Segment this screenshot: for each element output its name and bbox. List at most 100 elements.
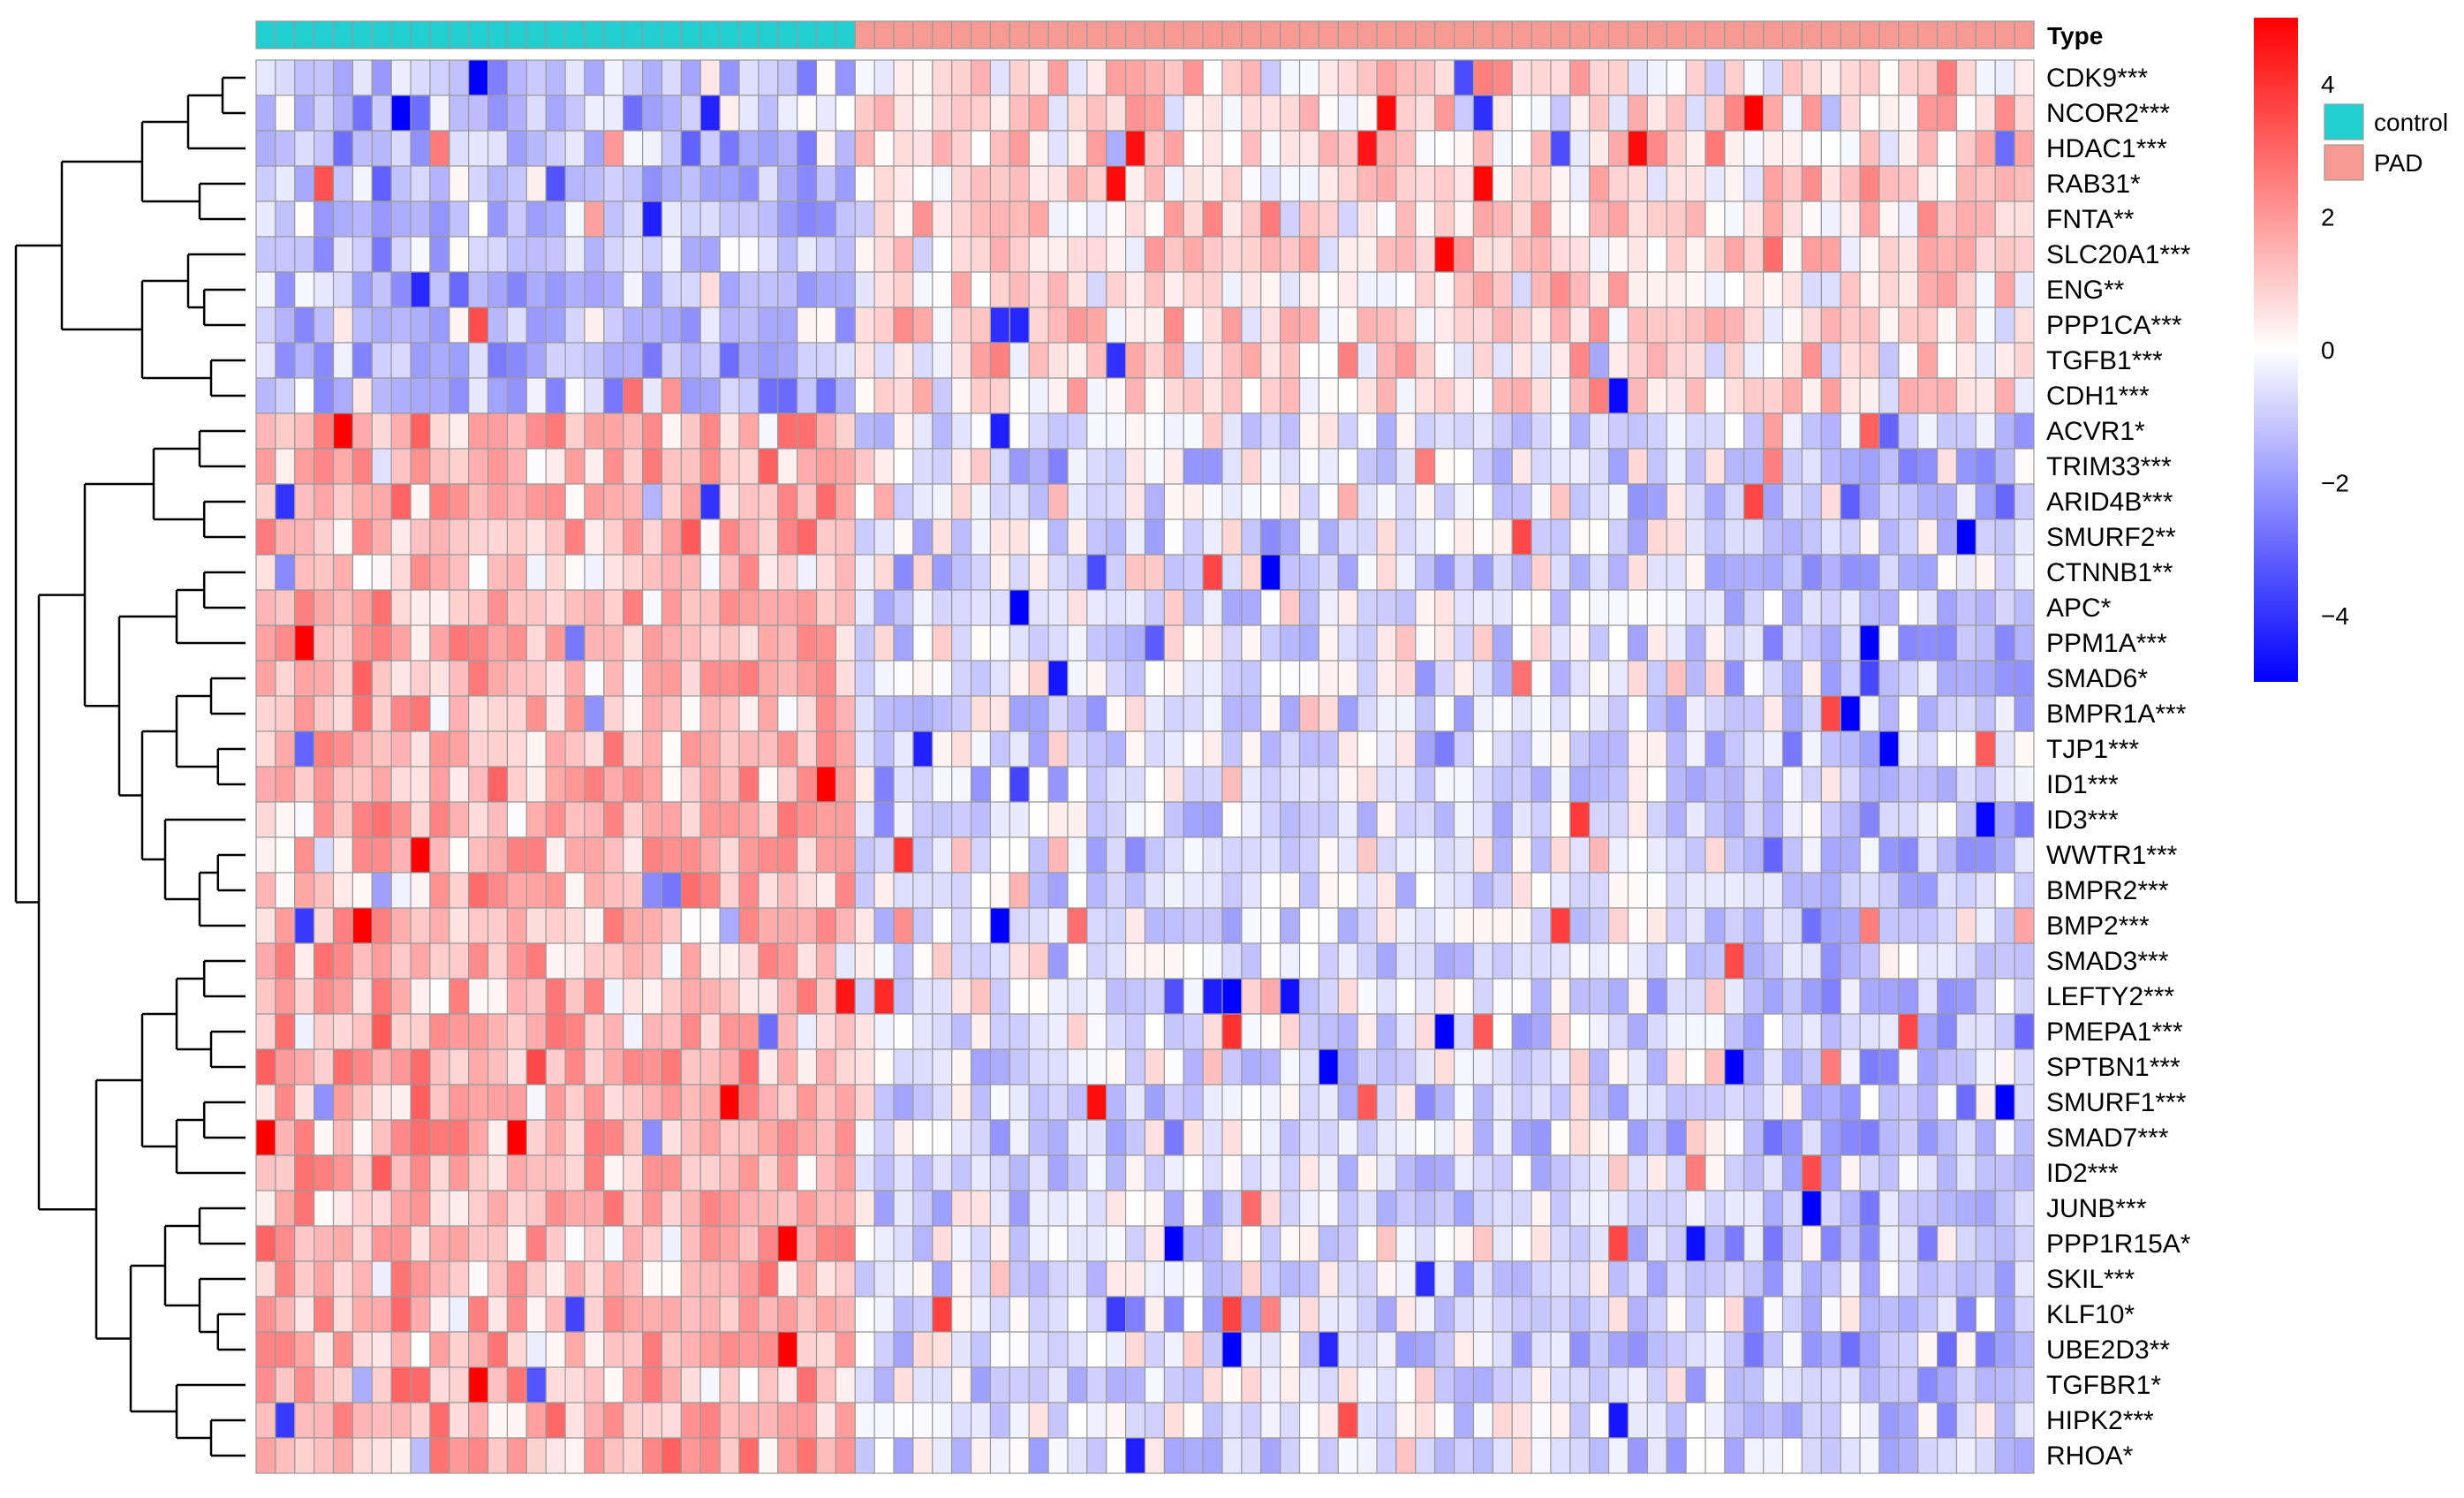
heatmap-cell <box>1221 1296 1243 1333</box>
heatmap-cell <box>603 483 624 520</box>
heatmap-cell <box>1492 518 1513 556</box>
heatmap-cell <box>1202 1402 1223 1439</box>
heatmap-cell <box>1453 836 1475 874</box>
heatmap-cell <box>623 1048 644 1086</box>
annotation-cell <box>623 20 644 49</box>
heatmap-cell <box>1202 942 1223 980</box>
heatmap-cell <box>1472 801 1493 838</box>
heatmap-cell <box>1357 130 1378 167</box>
heatmap-cell <box>1569 518 1591 556</box>
heatmap-cell <box>1086 59 1107 96</box>
heatmap-cell <box>970 342 992 379</box>
heatmap-cell <box>1917 1402 1939 1439</box>
heatmap-cell <box>1531 872 1552 909</box>
heatmap-cell <box>332 342 354 379</box>
heatmap-cell <box>1280 836 1301 874</box>
heatmap-cell <box>1298 95 1320 132</box>
heatmap-cell <box>603 589 624 626</box>
row-label: NCOR2*** <box>2046 99 2170 128</box>
heatmap-cell <box>1685 730 1706 768</box>
heatmap-cell <box>1666 1190 1687 1227</box>
heatmap-cell <box>468 1437 489 1474</box>
heatmap-cell <box>970 306 992 344</box>
heatmap-cell <box>1975 165 1996 202</box>
heatmap-cell <box>758 730 779 768</box>
heatmap-cell <box>1511 1296 1532 1333</box>
heatmap-cell <box>1878 1190 1900 1227</box>
heatmap-cell <box>951 907 972 944</box>
heatmap-cell <box>1531 1331 1552 1368</box>
heatmap-cell <box>1666 907 1687 944</box>
heatmap-cell <box>893 1366 914 1403</box>
heatmap-cell <box>989 306 1010 344</box>
heatmap-cell <box>1781 978 1803 1015</box>
heatmap-cell <box>2014 836 2035 874</box>
heatmap-cell <box>893 271 914 308</box>
heatmap-cell <box>680 1154 701 1192</box>
heatmap-cell <box>1298 766 1320 803</box>
heatmap-cell <box>564 1190 586 1227</box>
heatmap-cell <box>1589 1119 1610 1156</box>
annotation-cell <box>1009 20 1030 49</box>
heatmap-cell <box>314 766 335 803</box>
heatmap-cell <box>873 942 895 980</box>
heatmap-cell <box>1724 1225 1745 1262</box>
heatmap-cell <box>2014 412 2035 450</box>
heatmap-cell <box>912 730 933 768</box>
heatmap-cell <box>1337 95 1358 132</box>
heatmap-cell <box>1086 377 1107 414</box>
heatmap-cell <box>1472 1119 1493 1156</box>
heatmap-cell <box>758 836 779 874</box>
heatmap-cell <box>1975 907 1996 944</box>
heatmap-cell <box>603 130 624 167</box>
heatmap-cell <box>989 1190 1010 1227</box>
heatmap-cell <box>738 130 760 167</box>
heatmap-cell <box>1472 95 1493 132</box>
heatmap-cell <box>951 872 972 909</box>
heatmap-cell <box>1453 200 1475 238</box>
heatmap-cell <box>661 1119 682 1156</box>
heatmap-cell <box>1724 766 1745 803</box>
heatmap-cell <box>1009 942 1030 980</box>
heatmap-cell <box>371 1190 392 1227</box>
heatmap-cell <box>1646 1260 1667 1298</box>
heatmap-cell <box>1936 377 1958 414</box>
heatmap-cell <box>1878 95 1900 132</box>
heatmap-cell <box>1221 1084 1243 1121</box>
heatmap-cell <box>1472 412 1493 450</box>
heatmap-cell <box>255 306 276 344</box>
heatmap-cell <box>1936 978 1958 1015</box>
heatmap-cell <box>1955 377 1976 414</box>
heatmap-cell <box>275 1296 296 1333</box>
heatmap-cell <box>1704 1048 1726 1086</box>
heatmap-cell <box>1666 1225 1687 1262</box>
annotation-cell <box>314 20 335 49</box>
heatmap-cell <box>275 518 296 556</box>
heatmap-cell <box>564 624 586 662</box>
heatmap-cell <box>873 589 895 626</box>
heatmap-cell <box>1298 1225 1320 1262</box>
heatmap-cell <box>1028 165 1049 202</box>
heatmap-cell <box>1183 1225 1204 1262</box>
heatmap-cell <box>1763 95 1784 132</box>
heatmap-cell <box>1685 271 1706 308</box>
heatmap-cell <box>1492 1084 1513 1121</box>
heatmap-cell <box>1975 1437 1996 1474</box>
heatmap-cell <box>970 730 992 768</box>
heatmap-cell <box>1298 1048 1320 1086</box>
heatmap-cell <box>1820 1296 1841 1333</box>
heatmap-cell <box>1685 59 1706 96</box>
heatmap-cell <box>854 1190 875 1227</box>
heatmap-cell <box>1125 130 1146 167</box>
heatmap-cell <box>642 448 663 485</box>
heatmap-cell <box>1569 766 1591 803</box>
heatmap-cell <box>777 766 798 803</box>
heatmap-cell <box>815 448 837 485</box>
heatmap-cell <box>1241 271 1262 308</box>
heatmap-cell <box>2014 1119 2035 1156</box>
heatmap-cell <box>1337 306 1358 344</box>
heatmap-cell <box>1453 1048 1475 1086</box>
heatmap-cell <box>1704 695 1726 732</box>
heatmap-cell <box>932 306 953 344</box>
heatmap-cell <box>1241 660 1262 697</box>
